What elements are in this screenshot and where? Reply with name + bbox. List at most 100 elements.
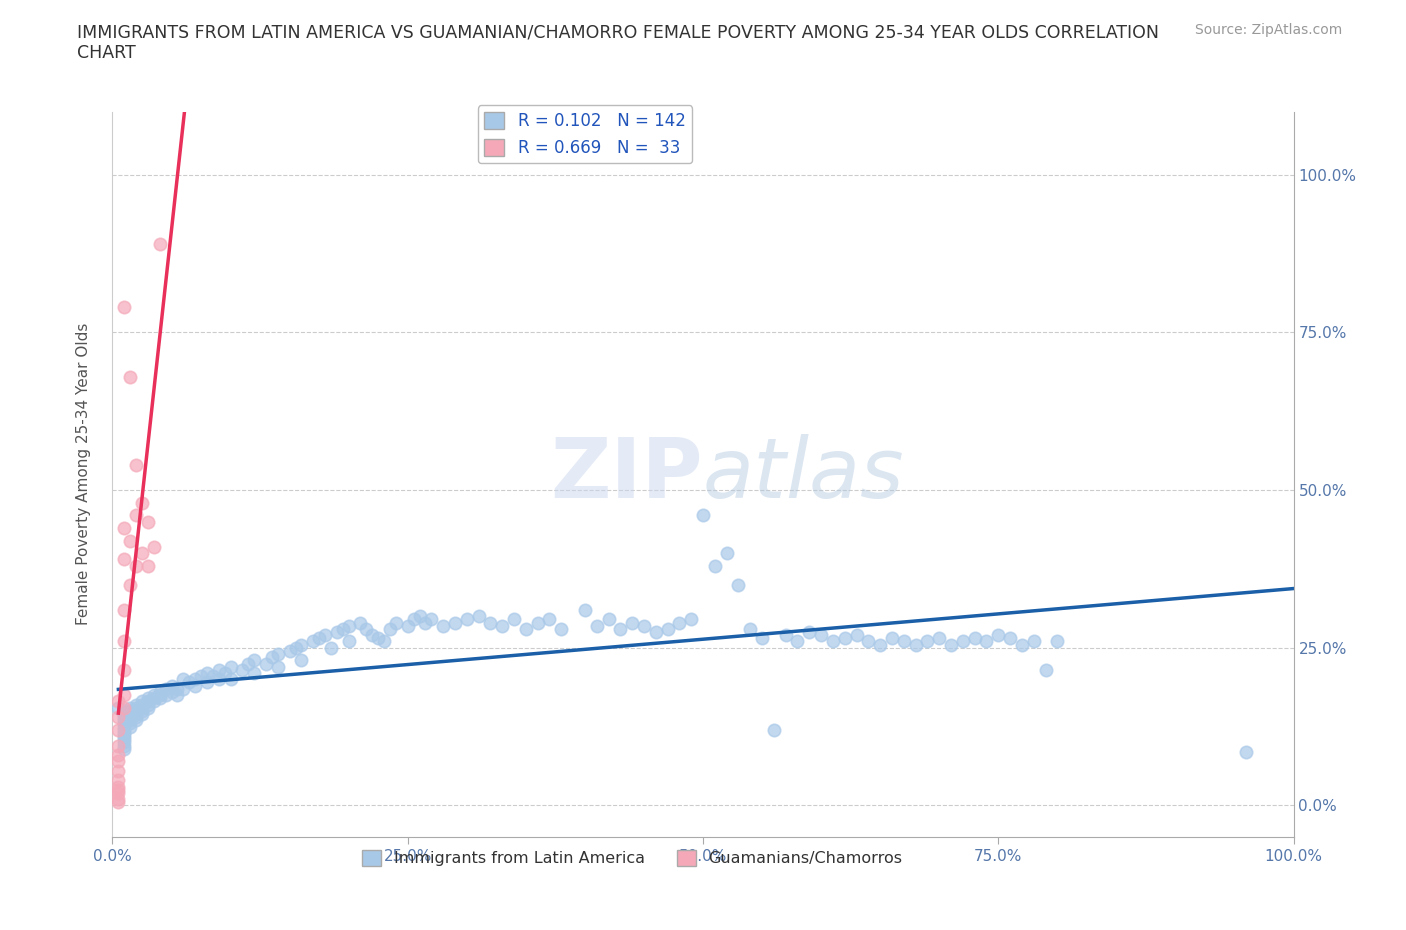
Point	[284, 641, 307, 656]
Point	[125, 458, 148, 472]
Point	[703, 558, 725, 573]
Point	[585, 618, 607, 633]
Point	[120, 713, 142, 728]
Point	[112, 521, 135, 536]
Point	[120, 716, 142, 731]
Point	[184, 671, 207, 686]
Point	[107, 694, 129, 709]
Point	[845, 628, 868, 643]
Y-axis label: Female Poverty Among 25-34 Year Olds: Female Poverty Among 25-34 Year Olds	[76, 323, 91, 626]
Point	[378, 621, 401, 636]
Point	[998, 631, 1021, 645]
Point	[904, 637, 927, 652]
Point	[402, 612, 425, 627]
Point	[142, 539, 165, 554]
Point	[231, 662, 253, 677]
Point	[1011, 637, 1033, 652]
Point	[107, 782, 129, 797]
Point	[136, 691, 159, 706]
Point	[917, 634, 939, 649]
Point	[810, 628, 832, 643]
Point	[349, 615, 371, 630]
Point	[142, 694, 165, 709]
Point	[136, 700, 159, 715]
Point	[131, 694, 153, 709]
Point	[939, 637, 962, 652]
Point	[112, 732, 135, 747]
Point	[420, 612, 443, 627]
Point	[976, 634, 998, 649]
Point	[786, 634, 808, 649]
Point	[120, 710, 142, 724]
Point	[337, 618, 360, 633]
Point	[751, 631, 773, 645]
Legend: Immigrants from Latin America, Guamanians/Chamorros: Immigrants from Latin America, Guamanian…	[356, 844, 908, 872]
Point	[112, 703, 135, 718]
Point	[131, 703, 153, 718]
Point	[136, 694, 159, 709]
Point	[201, 669, 224, 684]
Point	[107, 786, 129, 801]
Point	[120, 707, 142, 722]
Point	[208, 671, 231, 686]
Point	[112, 700, 135, 715]
Point	[456, 612, 478, 627]
Point	[762, 723, 785, 737]
Point	[131, 700, 153, 715]
Point	[893, 634, 915, 649]
Point	[302, 634, 325, 649]
Point	[112, 662, 135, 677]
Point	[963, 631, 986, 645]
Point	[112, 634, 135, 649]
Point	[598, 612, 620, 627]
Point	[740, 621, 762, 636]
Point	[214, 666, 236, 681]
Point	[243, 653, 266, 668]
Point	[290, 637, 312, 652]
Point	[290, 653, 312, 668]
Point	[621, 615, 644, 630]
Point	[149, 684, 172, 699]
Point	[160, 678, 183, 693]
Point	[172, 682, 194, 697]
Point	[208, 662, 231, 677]
Point	[120, 700, 142, 715]
Point	[195, 666, 218, 681]
Point	[479, 615, 502, 630]
Point	[112, 716, 135, 731]
Point	[467, 609, 489, 624]
Point	[644, 625, 666, 640]
Point	[112, 735, 135, 750]
Point	[681, 612, 703, 627]
Point	[107, 700, 129, 715]
Point	[107, 723, 129, 737]
Point	[142, 687, 165, 702]
Point	[408, 609, 430, 624]
Point	[107, 791, 129, 806]
Text: ZIP: ZIP	[551, 433, 703, 515]
Point	[657, 621, 679, 636]
Point	[112, 603, 135, 618]
Point	[238, 656, 260, 671]
Point	[668, 615, 690, 630]
Point	[125, 558, 148, 573]
Point	[107, 710, 129, 724]
Point	[149, 687, 172, 702]
Point	[415, 615, 437, 630]
Point	[444, 615, 467, 630]
Point	[131, 546, 153, 561]
Point	[503, 612, 526, 627]
Point	[727, 578, 749, 592]
Point	[356, 621, 378, 636]
Point	[107, 754, 129, 769]
Point	[142, 691, 165, 706]
Point	[515, 621, 537, 636]
Point	[1234, 744, 1257, 759]
Point	[538, 612, 561, 627]
Point	[160, 684, 183, 699]
Point	[120, 533, 142, 548]
Point	[361, 628, 384, 643]
Point	[112, 723, 135, 737]
Point	[367, 631, 389, 645]
Point	[219, 659, 242, 674]
